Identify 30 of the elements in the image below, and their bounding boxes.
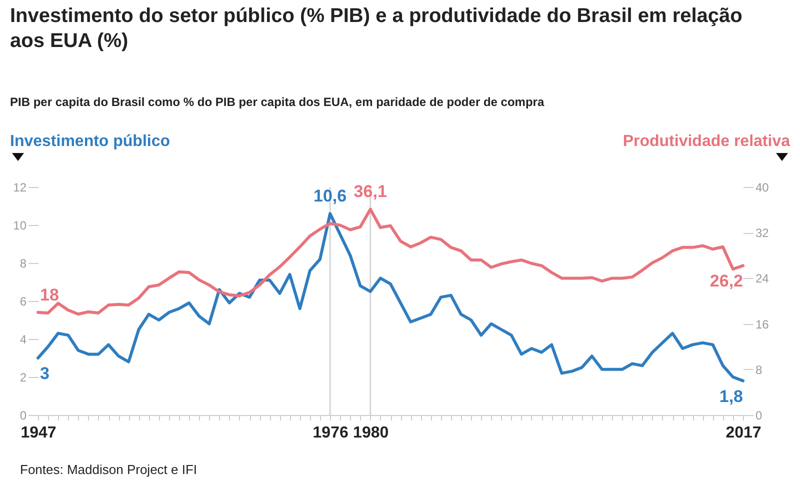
y-tick-label: 2 [20, 370, 27, 384]
data-label: 10,6 [314, 186, 347, 206]
y2-axis-title: Produtividade relativa [622, 133, 790, 151]
y-tick-label: 0 [20, 408, 27, 422]
y2-tick-label: 32 [756, 226, 770, 240]
y2-tick-label: 16 [756, 317, 770, 332]
x-tick-label: 1947 [20, 424, 56, 442]
data-label: 18 [40, 285, 59, 304]
x-tick-label: 1980 [353, 424, 389, 442]
y-tick-label: 4 [20, 332, 27, 346]
data-label: 26,2 [710, 272, 743, 291]
y-tick-label: 10 [13, 218, 27, 232]
y2-tick-label: 0 [756, 408, 762, 422]
y2-tick-label: 24 [756, 272, 770, 286]
data-label: 3 [40, 364, 50, 383]
data-label: 36,1 [354, 182, 387, 202]
line-series [36, 212, 744, 382]
y-tick-label: 12 [13, 180, 27, 194]
line-series [36, 208, 744, 316]
text: Fontes: Maddison Project e IFI [20, 462, 198, 477]
y2-tick-label: 40 [756, 180, 770, 194]
data-label: 1,8 [719, 386, 743, 406]
y2-tick-label: 8 [756, 362, 762, 377]
y-tick-label: 8 [20, 256, 27, 270]
x-tick-label: 2017 [726, 424, 762, 442]
chart-title: Investimento do setor público (% PIB) e a produtividade do Brasil em relação aos EUA (%) [10, 4, 744, 54]
x-tick-label: 1976 [312, 424, 348, 442]
chart-subtitle: PIB per capita do Brasil como % do PIB per capita dos EUA, em paridade de poder de compra [10, 95, 544, 109]
y-axis-title: Investimento público [10, 133, 170, 151]
y-tick-label: 6 [20, 294, 27, 308]
